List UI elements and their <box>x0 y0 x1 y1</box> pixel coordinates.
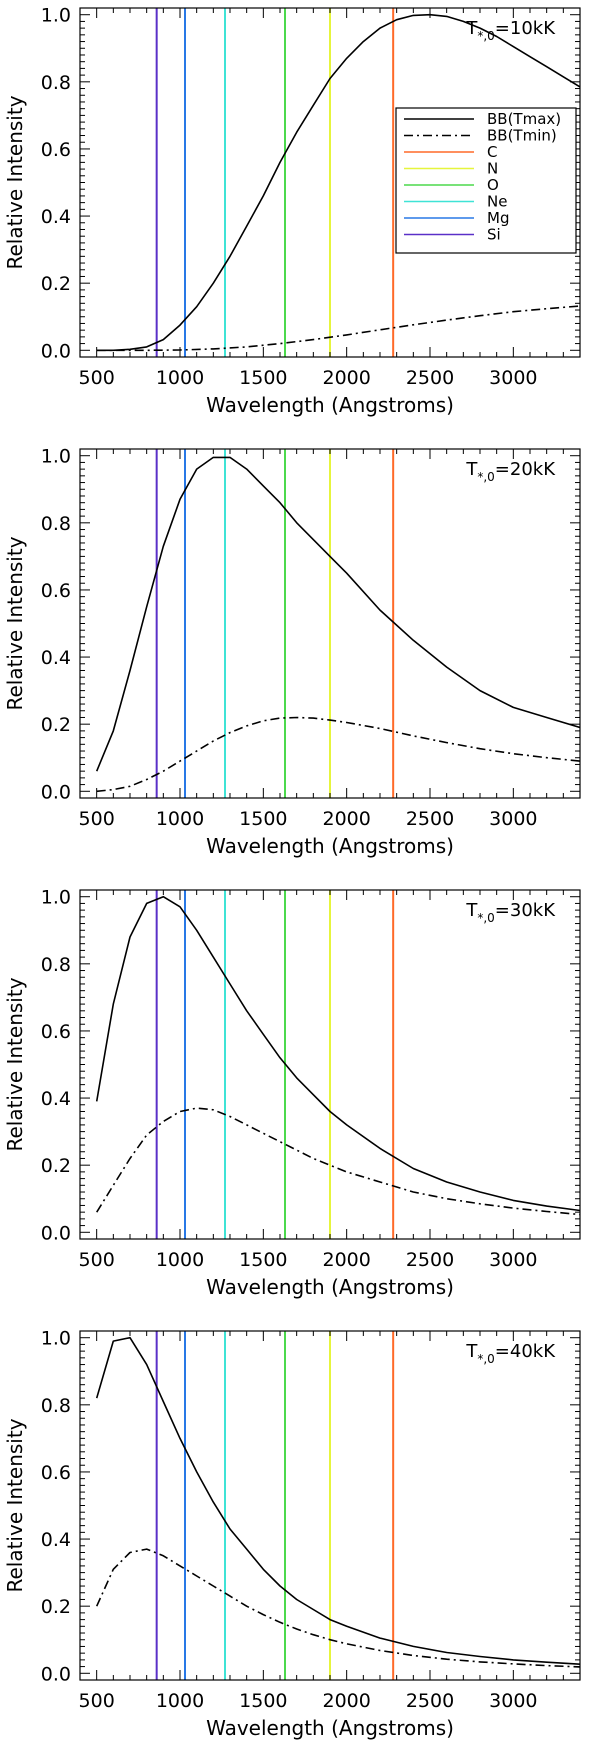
chart-panel: 500 1000 1500 2000 2500 3000 0.0 0.2 0.4 0.6 0.8 1.… <box>0 882 600 1323</box>
chart-svg: 500 1000 1500 2000 2500 3000 0.0 0.2 0.4 0.6 0.8 1.… <box>3 5 581 417</box>
x-tick-label: 500 <box>79 1249 115 1271</box>
x-tick-label: 2000 <box>322 367 370 389</box>
legend-label: C <box>487 143 497 161</box>
y-tick-label: 0.4 <box>41 1088 71 1110</box>
y-axis-title: Relative Intensity <box>3 977 27 1151</box>
temperature-label: T*,0=10kK <box>465 18 556 43</box>
y-axis-title: Relative Intensity <box>3 95 27 269</box>
x-tick-label: 500 <box>79 367 115 389</box>
y-tick-label: 1.0 <box>41 1328 71 1350</box>
x-axis-title: Wavelength (Angstroms) <box>206 393 454 417</box>
y-tick-label: 0.8 <box>41 513 71 535</box>
legend-label: BB(Tmax) <box>487 110 561 128</box>
x-tick-label: 2000 <box>322 1690 370 1712</box>
y-tick-label: 0.8 <box>41 72 71 94</box>
chart-panel: 500 1000 1500 2000 2500 3000 0.0 0.2 0.4 0.6 0.8 1.… <box>0 441 600 882</box>
y-tick-label: 1.0 <box>41 446 71 468</box>
y-tick-label: 0.4 <box>41 1529 71 1551</box>
x-tick-label: 2000 <box>322 1249 370 1271</box>
y-tick-label: 0.8 <box>41 954 71 976</box>
x-tick-label: 2500 <box>406 808 454 830</box>
series-line-bb-tmax <box>95 1336 580 1665</box>
x-tick-label: 3000 <box>489 808 537 830</box>
series-line-bb-tmin <box>96 716 580 793</box>
legend-label: Si <box>487 226 501 244</box>
y-tick-label: 0.0 <box>41 781 71 803</box>
x-axis-title: Wavelength (Angstroms) <box>206 1716 454 1740</box>
x-tick-label: 500 <box>79 1690 115 1712</box>
x-tick-label: 3000 <box>489 1690 537 1712</box>
y-tick-label: 0.4 <box>41 647 71 669</box>
y-tick-label: 0.2 <box>41 1155 71 1177</box>
y-tick-label: 1.0 <box>41 887 71 909</box>
x-tick-label: 1000 <box>156 1690 204 1712</box>
x-tick-label: 1000 <box>156 808 204 830</box>
series-line-bb-tmax <box>96 13 580 352</box>
y-tick-label: 0.0 <box>41 1222 71 1244</box>
y-tick-label: 0.6 <box>41 1021 71 1043</box>
temperature-label: T*,0=40kK <box>465 1341 556 1366</box>
temperature-label: T*,0=20kK <box>465 459 556 484</box>
x-tick-label: 1500 <box>239 367 287 389</box>
x-tick-label: 3000 <box>489 1249 537 1271</box>
legend-label: BB(Tmin) <box>487 127 557 145</box>
y-axis-title: Relative Intensity <box>3 536 27 710</box>
y-tick-label: 0.0 <box>41 340 71 362</box>
y-tick-label: 0.4 <box>41 206 71 228</box>
y-tick-label: 0.6 <box>41 580 71 602</box>
legend-label: O <box>487 176 499 194</box>
y-tick-label: 0.8 <box>41 1395 71 1417</box>
x-tick-label: 2500 <box>406 367 454 389</box>
x-tick-label: 1000 <box>156 367 204 389</box>
x-axis-title: Wavelength (Angstroms) <box>206 834 454 858</box>
x-axis-title: Wavelength (Angstroms) <box>206 1275 454 1299</box>
x-tick-label: 1500 <box>239 808 287 830</box>
x-tick-label: 1500 <box>239 1249 287 1271</box>
x-tick-label: 3000 <box>489 367 537 389</box>
x-tick-label: 1000 <box>156 1249 204 1271</box>
chart-panel: 500 1000 1500 2000 2500 3000 0.0 0.2 0.4 0.6 0.8 1.… <box>0 1323 600 1764</box>
y-tick-label: 0.6 <box>41 1462 71 1484</box>
legend-label: Ne <box>487 193 507 211</box>
series-line-bb-tmax <box>95 895 580 1212</box>
series-line-bb-tmin <box>96 305 580 352</box>
y-tick-label: 0.2 <box>41 1596 71 1618</box>
series-line-bb-tmax <box>95 456 580 772</box>
x-tick-label: 2500 <box>406 1690 454 1712</box>
y-tick-label: 0.2 <box>41 714 71 736</box>
chart-svg: 500 1000 1500 2000 2500 3000 0.0 0.2 0.4 0.6 0.8 1.… <box>3 446 581 858</box>
chart-panel: 500 1000 1500 2000 2500 3000 0.0 0.2 0.4 0.6 0.8 1.… <box>0 0 600 441</box>
x-tick-label: 2500 <box>406 1249 454 1271</box>
y-axis-title: Relative Intensity <box>3 1418 27 1592</box>
y-tick-label: 0.0 <box>41 1663 71 1685</box>
y-tick-label: 0.2 <box>41 273 71 295</box>
chart-svg: 500 1000 1500 2000 2500 3000 0.0 0.2 0.4 0.6 0.8 1.… <box>3 887 581 1299</box>
x-tick-label: 500 <box>79 808 115 830</box>
legend-label: N <box>487 160 498 178</box>
y-tick-label: 1.0 <box>41 5 71 27</box>
x-tick-label: 2000 <box>322 808 370 830</box>
legend-label: Mg <box>487 209 509 227</box>
temperature-label: T*,0=30kK <box>465 900 556 925</box>
y-tick-label: 0.6 <box>41 139 71 161</box>
series-line-bb-tmin <box>95 1548 580 1668</box>
x-tick-label: 1500 <box>239 1690 287 1712</box>
chart-svg: 500 1000 1500 2000 2500 3000 0.0 0.2 0.4 0.6 0.8 1.… <box>3 1328 581 1740</box>
